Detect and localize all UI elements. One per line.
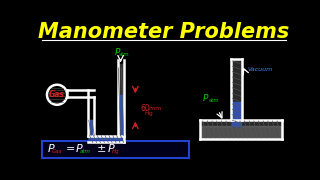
Bar: [42, 141, 189, 158]
Text: atm: atm: [119, 52, 130, 57]
Text: Vacuum: Vacuum: [248, 67, 273, 72]
Text: =: =: [66, 144, 75, 154]
Text: P: P: [108, 144, 114, 154]
Text: 60: 60: [141, 104, 150, 113]
Text: Manometer Problems: Manometer Problems: [38, 22, 290, 42]
Text: P: P: [115, 48, 120, 57]
Text: ±: ±: [97, 144, 106, 154]
Text: Gas: Gas: [52, 149, 62, 154]
Text: Hg: Hg: [112, 149, 119, 154]
Text: mm: mm: [147, 106, 161, 111]
Text: P: P: [203, 94, 208, 103]
Text: P: P: [76, 144, 83, 154]
Text: P: P: [48, 144, 54, 154]
Text: atm: atm: [80, 149, 91, 154]
Text: Hg: Hg: [145, 111, 153, 116]
Text: Gas: Gas: [49, 90, 65, 99]
Text: atm: atm: [208, 98, 219, 103]
